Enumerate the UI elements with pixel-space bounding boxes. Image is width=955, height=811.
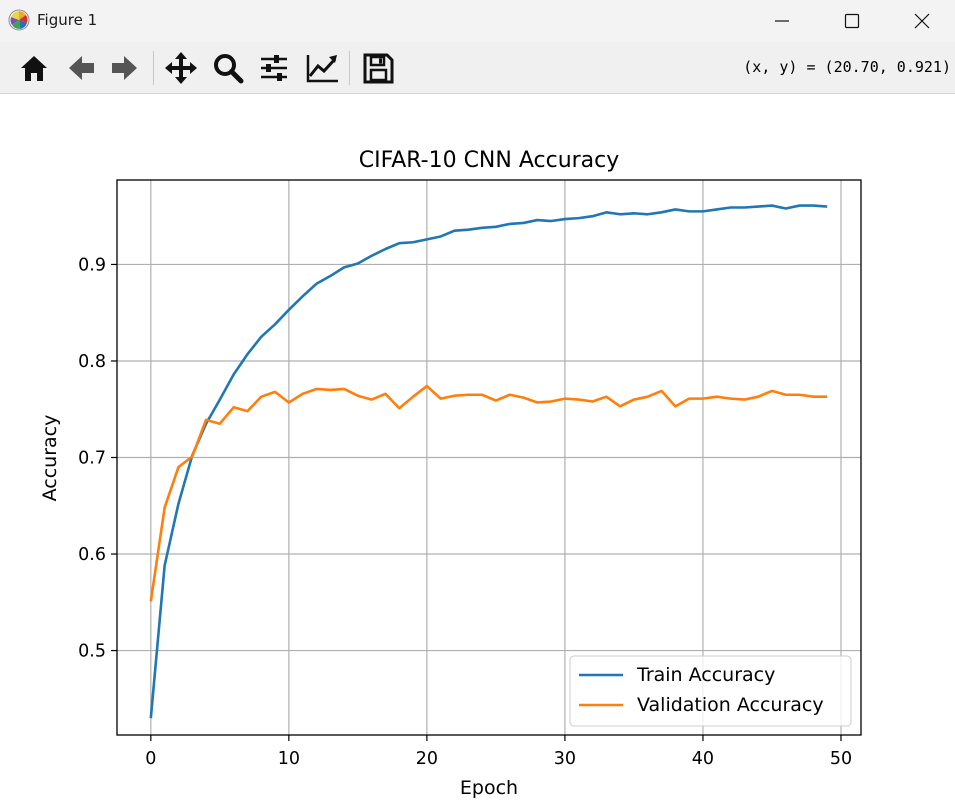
x-tick-label: 50 <box>830 749 852 769</box>
save-floppy-icon <box>363 53 394 84</box>
window-title: Figure 1 <box>37 11 98 29</box>
y-tick-label: 0.5 <box>78 642 106 662</box>
x-tick-label: 10 <box>278 749 300 769</box>
cursor-coordinates: (x, y) = (20.70, 0.921) <box>743 58 951 76</box>
home-icon <box>21 56 47 81</box>
chart-title: CIFAR-10 CNN Accuracy <box>359 148 620 173</box>
x-tick-label: 30 <box>554 749 576 769</box>
save-button[interactable] <box>358 49 398 87</box>
y-tick-label: 0.7 <box>78 449 106 469</box>
close-button[interactable] <box>899 0 945 42</box>
back-arrow-icon <box>69 56 94 80</box>
home-button[interactable] <box>14 49 54 87</box>
close-icon <box>914 13 930 29</box>
navigation-toolbar <box>0 42 955 94</box>
configure-subplots-button[interactable] <box>254 49 294 87</box>
axis-ticks: 0 10 20 30 40 50 0.5 0.6 0.7 0.8 0.9 <box>78 255 852 769</box>
window-titlebar: Figure 1 <box>0 0 955 42</box>
forward-button[interactable] <box>105 49 145 87</box>
zoom-magnifier-icon <box>214 54 244 84</box>
y-axis-label: Accuracy <box>39 415 61 502</box>
toolbar-separator <box>349 51 350 85</box>
pan-move-icon <box>165 52 197 84</box>
toolbar-separator <box>153 51 154 85</box>
minimize-icon <box>775 20 789 22</box>
validation-accuracy-line <box>149 384 828 602</box>
minimize-button[interactable] <box>759 0 805 42</box>
y-tick-label: 0.9 <box>78 255 106 275</box>
back-button[interactable] <box>61 49 101 87</box>
y-tick-label: 0.8 <box>78 352 106 372</box>
grid-lines <box>117 180 861 735</box>
edit-axis-icon <box>306 55 338 83</box>
train-accuracy-line <box>149 204 828 719</box>
maximize-icon <box>844 13 860 29</box>
legend-box <box>569 655 852 727</box>
configure-subplots-icon <box>261 55 287 81</box>
legend-label: Train Accuracy <box>636 664 775 686</box>
x-tick-label: 0 <box>145 749 156 769</box>
forward-arrow-icon <box>112 56 137 80</box>
x-tick-label: 40 <box>692 749 714 769</box>
pan-button[interactable] <box>161 49 201 87</box>
legend-label: Validation Accuracy <box>637 694 824 716</box>
matplotlib-logo-icon <box>8 9 30 31</box>
x-axis-label: Epoch <box>460 777 518 799</box>
maximize-button[interactable] <box>829 0 875 42</box>
x-tick-label: 20 <box>416 749 438 769</box>
legend: Train Accuracy Validation Accuracy <box>569 655 852 727</box>
plot-lines <box>149 204 828 719</box>
figure-canvas[interactable]: 0 10 20 30 40 50 0.5 0.6 0.7 0.8 0.9 CIFAR-10 CNN … <box>0 94 955 811</box>
zoom-button[interactable] <box>208 49 248 87</box>
y-tick-label: 0.6 <box>78 545 106 565</box>
edit-axis-button[interactable] <box>301 49 341 87</box>
